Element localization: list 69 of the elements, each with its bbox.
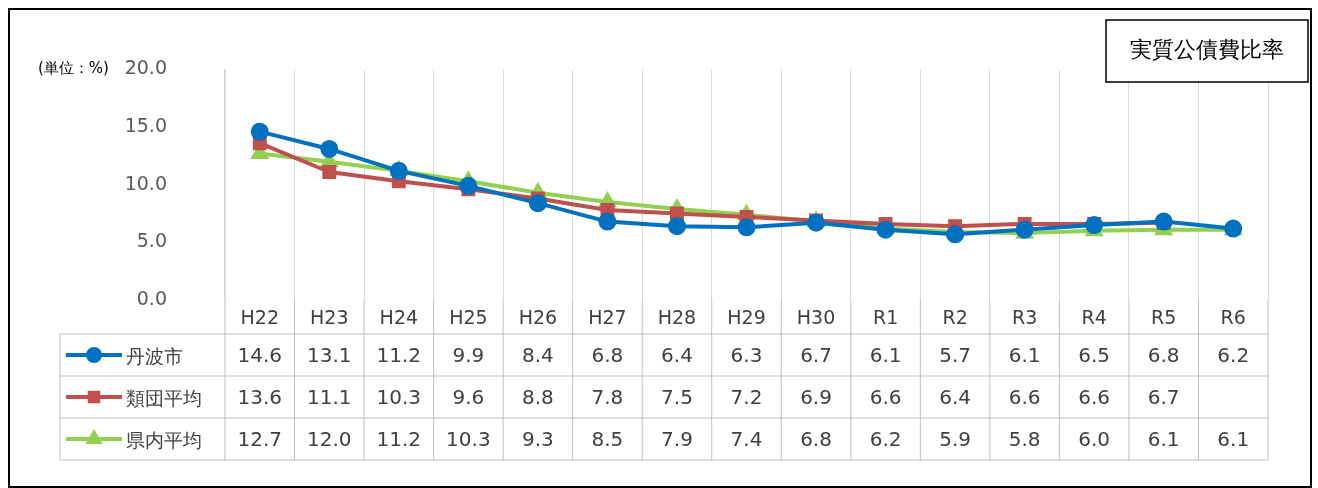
data-label: 6.9 [799, 385, 833, 409]
x-tick-label: H24 [379, 306, 419, 329]
data-label: 7.4 [729, 427, 764, 451]
data-label: 7.5 [660, 385, 694, 409]
x-tick-label: R3 [1011, 306, 1038, 329]
x-tick-label: H23 [310, 306, 349, 329]
x-tick-label: H30 [796, 306, 836, 329]
data-label: 6.5 [1077, 343, 1112, 367]
data-label: 10.3 [445, 427, 492, 451]
data-label: 14.6 [236, 343, 284, 367]
data-label: 8.4 [521, 343, 555, 367]
legend-label: 県内平均 [126, 427, 202, 453]
data-label: 6.6 [868, 385, 903, 409]
x-tick-label: H25 [449, 306, 488, 329]
data-label: 9.3 [521, 427, 555, 451]
data-label: 5.9 [938, 427, 972, 451]
data-label: 13.1 [306, 343, 353, 367]
data-label: 6.0 [1077, 427, 1112, 451]
data-label: 6.8 [1146, 343, 1181, 367]
data-label: 11.2 [375, 343, 423, 367]
data-label: 9.9 [451, 343, 486, 367]
data-label: 11.2 [375, 427, 423, 451]
x-tick-label: H22 [240, 306, 279, 329]
y-tick-label: 0.0 [136, 286, 167, 309]
data-label: 11.1 [306, 385, 353, 409]
data-label: 8.5 [590, 427, 625, 451]
data-label: 7.9 [660, 427, 694, 451]
data-label: 10.3 [375, 385, 423, 409]
x-tick-label: R2 [942, 306, 968, 329]
data-label: 6.6 [1007, 385, 1042, 409]
data-label: 6.6 [1077, 385, 1112, 409]
data-label: 6.8 [590, 343, 625, 367]
data-label: 12.0 [306, 427, 353, 451]
y-tick-label: 10.0 [124, 171, 167, 194]
y-tick-label: 15.0 [124, 113, 167, 136]
x-tick-label: H27 [588, 306, 627, 329]
data-label: 6.1 [868, 343, 903, 367]
x-tick-label: R1 [872, 306, 899, 329]
legend-label: 丹波市 [126, 343, 183, 369]
x-tick-label: H26 [518, 306, 558, 329]
legend-label: 類団平均 [126, 385, 202, 411]
x-tick-label: R5 [1151, 306, 1177, 329]
data-label: 6.4 [938, 385, 972, 409]
data-label: 9.6 [451, 385, 486, 409]
x-tick-label: R6 [1220, 306, 1246, 329]
x-tick-label: R4 [1081, 306, 1107, 329]
data-label: 6.2 [1216, 343, 1251, 367]
data-label: 13.6 [236, 385, 284, 409]
data-label: 7.8 [590, 385, 625, 409]
data-label: 5.8 [1007, 427, 1042, 451]
x-tick-label: H28 [657, 306, 697, 329]
y-tick-label: 20.0 [124, 56, 167, 79]
data-label: 6.1 [1146, 427, 1181, 451]
data-label: 8.8 [521, 385, 555, 409]
data-label: 6.1 [1216, 427, 1251, 451]
y-axis-title: (単位：%) [38, 59, 109, 78]
y-tick-label: 5.0 [136, 229, 167, 252]
data-label: 6.4 [660, 343, 694, 367]
data-label: 5.7 [938, 343, 972, 367]
data-label: 6.3 [729, 343, 764, 367]
data-label: 6.1 [1007, 343, 1042, 367]
data-label: 6.7 [1146, 385, 1181, 409]
data-label: 6.2 [868, 427, 903, 451]
x-tick-label: H29 [727, 306, 766, 329]
chart-title: 実質公債費比率 [1130, 36, 1284, 62]
data-label: 6.8 [799, 427, 833, 451]
data-label: 7.2 [729, 385, 764, 409]
data-label: 6.7 [799, 343, 833, 367]
data-label: 12.7 [236, 427, 284, 451]
